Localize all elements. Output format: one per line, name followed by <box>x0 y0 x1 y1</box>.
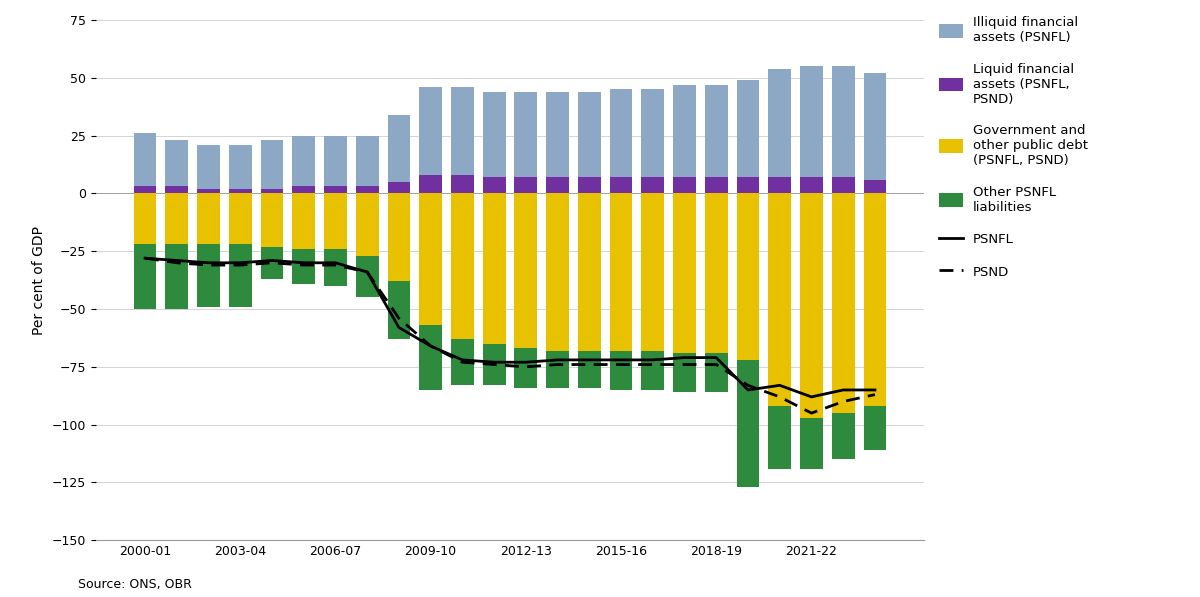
Bar <box>388 281 410 339</box>
Bar <box>197 145 220 189</box>
Bar <box>293 193 316 249</box>
Bar <box>610 90 632 177</box>
Bar <box>388 182 410 193</box>
Bar <box>419 193 442 325</box>
Bar <box>451 87 474 175</box>
Bar <box>704 193 727 353</box>
Bar <box>673 177 696 193</box>
Bar <box>451 175 474 193</box>
Bar <box>673 193 696 353</box>
Bar <box>737 80 760 177</box>
Bar <box>832 177 854 193</box>
Bar <box>197 193 220 244</box>
Bar <box>260 140 283 189</box>
Bar <box>578 350 601 387</box>
Bar <box>197 189 220 193</box>
Bar <box>673 85 696 177</box>
Bar <box>293 249 316 284</box>
Bar <box>768 177 791 193</box>
Bar <box>293 136 316 186</box>
Bar <box>229 145 252 189</box>
Bar <box>355 256 379 297</box>
Bar <box>704 353 727 392</box>
Bar <box>133 186 156 193</box>
Bar <box>515 193 538 348</box>
Bar <box>768 69 791 177</box>
Bar <box>673 353 696 392</box>
Bar <box>133 193 156 244</box>
Bar <box>610 193 632 350</box>
Bar <box>546 92 569 177</box>
Bar <box>800 193 823 418</box>
Bar <box>515 348 538 387</box>
Bar <box>260 193 283 247</box>
Bar <box>451 339 474 385</box>
Bar <box>419 325 442 390</box>
Bar <box>482 193 505 344</box>
Y-axis label: Per cent of GDP: Per cent of GDP <box>32 226 47 335</box>
Bar <box>768 406 791 469</box>
Bar <box>610 177 632 193</box>
Bar <box>641 177 665 193</box>
Bar <box>641 90 665 177</box>
Bar <box>482 344 505 385</box>
Legend: Illiquid financial
assets (PSNFL), Liquid financial
assets (PSNFL,
PSND), Govern: Illiquid financial assets (PSNFL), Liqui… <box>938 16 1088 279</box>
Bar <box>229 193 252 244</box>
Bar <box>355 136 379 186</box>
Bar <box>737 360 760 487</box>
Bar <box>641 193 665 350</box>
Bar <box>260 189 283 193</box>
Bar <box>546 350 569 387</box>
Bar <box>482 92 505 177</box>
Bar <box>355 186 379 193</box>
Bar <box>578 92 601 177</box>
Bar <box>832 193 854 413</box>
Bar <box>482 177 505 193</box>
Bar <box>229 244 252 307</box>
Bar <box>578 177 601 193</box>
Bar <box>355 193 379 256</box>
Bar <box>133 133 156 186</box>
Bar <box>737 193 760 360</box>
Bar <box>800 177 823 193</box>
Text: Source: ONS, OBR: Source: ONS, OBR <box>78 578 192 591</box>
Bar <box>546 193 569 350</box>
Bar <box>832 413 854 459</box>
Bar <box>515 92 538 177</box>
Bar <box>197 244 220 307</box>
Bar <box>388 193 410 281</box>
Bar <box>419 87 442 175</box>
Bar <box>451 193 474 339</box>
Bar <box>768 193 791 406</box>
Bar <box>864 193 887 406</box>
Bar <box>578 193 601 350</box>
Bar <box>641 350 665 390</box>
Bar <box>515 177 538 193</box>
Bar <box>324 193 347 249</box>
Bar <box>166 244 188 309</box>
Bar <box>864 73 887 180</box>
Bar <box>166 186 188 193</box>
Bar <box>324 186 347 193</box>
Bar <box>260 247 283 279</box>
Bar <box>324 249 347 286</box>
Bar <box>737 177 760 193</box>
Bar <box>388 115 410 182</box>
Bar <box>133 244 156 309</box>
Bar <box>800 66 823 177</box>
Bar <box>704 177 727 193</box>
Bar <box>546 177 569 193</box>
Bar <box>864 406 887 450</box>
Bar <box>166 193 188 244</box>
Bar <box>832 66 854 177</box>
Bar <box>610 350 632 390</box>
Bar <box>229 189 252 193</box>
Bar <box>166 140 188 186</box>
Bar <box>704 85 727 177</box>
Bar <box>293 186 316 193</box>
Bar <box>800 418 823 469</box>
Bar <box>324 136 347 186</box>
Bar <box>864 180 887 193</box>
Bar <box>419 175 442 193</box>
